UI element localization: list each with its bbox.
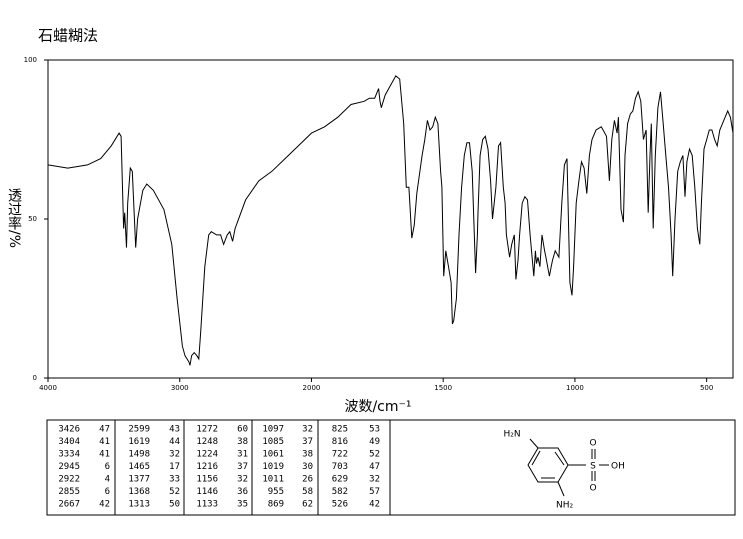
atom-label: NH₂ xyxy=(556,501,574,511)
peak-wavenumber: 1156 xyxy=(196,475,218,485)
peak-transmittance: 32 xyxy=(369,475,380,485)
chart-title: 石蜡糊法 xyxy=(38,27,98,45)
peak-transmittance: 62 xyxy=(302,500,313,510)
peak-transmittance: 47 xyxy=(99,425,110,435)
peak-transmittance: 17 xyxy=(169,462,180,472)
peak-wavenumber: 1097 xyxy=(262,425,284,435)
peak-transmittance: 6 xyxy=(105,487,110,497)
peak-wavenumber: 1061 xyxy=(262,450,284,460)
peak-transmittance: 6 xyxy=(105,462,110,472)
peak-wavenumber: 722 xyxy=(332,450,348,460)
peak-wavenumber: 2945 xyxy=(58,462,80,472)
x-tick-label: 4000 xyxy=(39,384,57,392)
peak-transmittance: 30 xyxy=(302,462,313,472)
peak-wavenumber: 1133 xyxy=(196,500,218,510)
peak-transmittance: 36 xyxy=(237,487,248,497)
peak-transmittance: 33 xyxy=(169,475,180,485)
peak-transmittance: 41 xyxy=(99,437,110,447)
peak-wavenumber: 816 xyxy=(332,437,348,447)
peak-transmittance: 35 xyxy=(237,500,248,510)
peak-transmittance: 43 xyxy=(169,425,180,435)
y-tick-label: 100 xyxy=(24,56,37,64)
peak-transmittance: 41 xyxy=(99,450,110,460)
peak-wavenumber: 1498 xyxy=(128,450,150,460)
peak-transmittance: 4 xyxy=(105,475,110,485)
atom-label: S xyxy=(590,462,596,472)
y-tick-label: 0 xyxy=(33,374,37,382)
peak-wavenumber: 1248 xyxy=(196,437,218,447)
peak-transmittance: 32 xyxy=(169,450,180,460)
peak-wavenumber: 526 xyxy=(332,500,348,510)
peak-wavenumber: 955 xyxy=(268,487,284,497)
structure-bonds xyxy=(527,438,609,497)
peak-transmittance: 60 xyxy=(237,425,248,435)
peak-transmittance: 58 xyxy=(302,487,313,497)
peak-wavenumber: 629 xyxy=(332,475,348,485)
atom-label: OH xyxy=(611,462,625,472)
spectrum-line xyxy=(47,75,734,366)
peak-transmittance: 44 xyxy=(169,437,180,447)
peak-wavenumber: 1085 xyxy=(262,437,284,447)
x-tick-label: 1000 xyxy=(566,384,584,392)
y-tick-label: 50 xyxy=(28,215,37,223)
peak-transmittance: 42 xyxy=(99,500,110,510)
x-tick-label: 3000 xyxy=(171,384,189,392)
peak-transmittance: 37 xyxy=(302,437,313,447)
peak-transmittance: 31 xyxy=(237,450,248,460)
atom-label: O xyxy=(589,439,596,449)
peak-wavenumber: 869 xyxy=(268,500,284,510)
peak-wavenumber: 1619 xyxy=(128,437,150,447)
peak-wavenumber: 3426 xyxy=(58,425,80,435)
peak-wavenumber: 1368 xyxy=(128,487,150,497)
peak-wavenumber: 3404 xyxy=(58,437,80,447)
peak-transmittance: 49 xyxy=(369,437,380,447)
peak-transmittance: 52 xyxy=(369,450,380,460)
peak-wavenumber: 2922 xyxy=(58,475,80,485)
peak-transmittance: 42 xyxy=(369,500,380,510)
peak-wavenumber: 1313 xyxy=(128,500,150,510)
peak-wavenumber: 1272 xyxy=(196,425,218,435)
x-tick-label: 500 xyxy=(700,384,713,392)
peak-transmittance: 47 xyxy=(369,462,380,472)
peak-transmittance: 57 xyxy=(369,487,380,497)
x-tick-label: 2000 xyxy=(303,384,321,392)
peak-transmittance: 53 xyxy=(369,425,380,435)
peak-wavenumber: 582 xyxy=(332,487,348,497)
atom-label: O xyxy=(589,484,596,494)
table-dividers xyxy=(114,420,391,515)
peak-wavenumber: 1011 xyxy=(262,475,284,485)
peak-wavenumber: 2667 xyxy=(58,500,80,510)
peak-transmittance: 32 xyxy=(302,425,313,435)
peak-wavenumber: 1465 xyxy=(128,462,150,472)
plot-frame xyxy=(47,59,734,379)
peak-wavenumber: 1019 xyxy=(262,462,284,472)
peak-wavenumber: 1146 xyxy=(196,487,218,497)
peak-wavenumber: 1224 xyxy=(196,450,218,460)
peak-wavenumber: 2599 xyxy=(128,425,150,435)
peak-transmittance: 26 xyxy=(302,475,313,485)
peak-wavenumber: 703 xyxy=(332,462,348,472)
peak-wavenumber: 825 xyxy=(332,425,348,435)
table-frame xyxy=(46,419,736,516)
peak-transmittance: 52 xyxy=(169,487,180,497)
atom-label: H₂N xyxy=(503,430,520,440)
peak-wavenumber: 3334 xyxy=(58,450,80,460)
peak-transmittance: 38 xyxy=(302,450,313,460)
peak-transmittance: 50 xyxy=(169,500,180,510)
peak-transmittance: 37 xyxy=(237,462,248,472)
x-axis-label: 波数/cm⁻¹ xyxy=(344,399,411,415)
peak-wavenumber: 1377 xyxy=(128,475,150,485)
peak-wavenumber: 1216 xyxy=(196,462,218,472)
x-tick-label: 1500 xyxy=(434,384,452,392)
peak-wavenumber: 2855 xyxy=(58,487,80,497)
peak-transmittance: 32 xyxy=(237,475,248,485)
peak-transmittance: 38 xyxy=(237,437,248,447)
y-axis-label: 透过率/% xyxy=(6,188,22,248)
